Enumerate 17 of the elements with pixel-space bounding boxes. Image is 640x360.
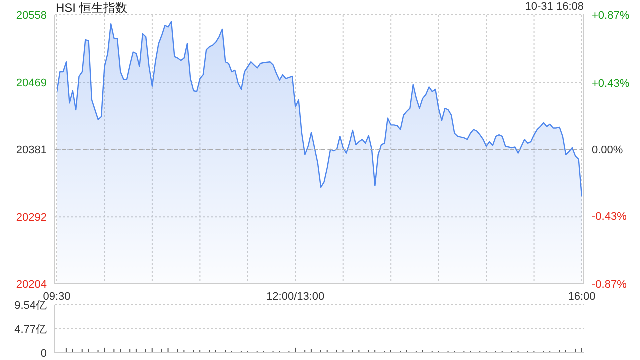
- y2-tick-label: +0.87%: [592, 10, 630, 22]
- y-tick-label: 20469: [16, 78, 47, 90]
- y2-tick-label: -0.43%: [592, 210, 628, 223]
- y2-tick-label: -0.87%: [592, 279, 628, 291]
- y2-tick-label: 0.00%: [592, 144, 624, 156]
- chart-title: HSI 恒生指数: [56, 0, 128, 17]
- y-tick-label: 20558: [16, 10, 47, 22]
- x-tick-label: 12:00/13:00: [266, 290, 325, 303]
- y2-tick-label: +0.43%: [592, 78, 630, 90]
- text: 10-31 16:08: [525, 1, 584, 13]
- y-tick-label: 4.77亿: [14, 324, 47, 336]
- y-tick-label: 20381: [16, 144, 47, 156]
- y-tick-label: 20292: [16, 212, 47, 224]
- y-tick-label: 0: [40, 348, 47, 360]
- x-tick-label: 16:00: [568, 290, 596, 303]
- y-tick-label: 20204: [16, 279, 47, 291]
- y-tick-label: 9.54亿: [14, 300, 47, 312]
